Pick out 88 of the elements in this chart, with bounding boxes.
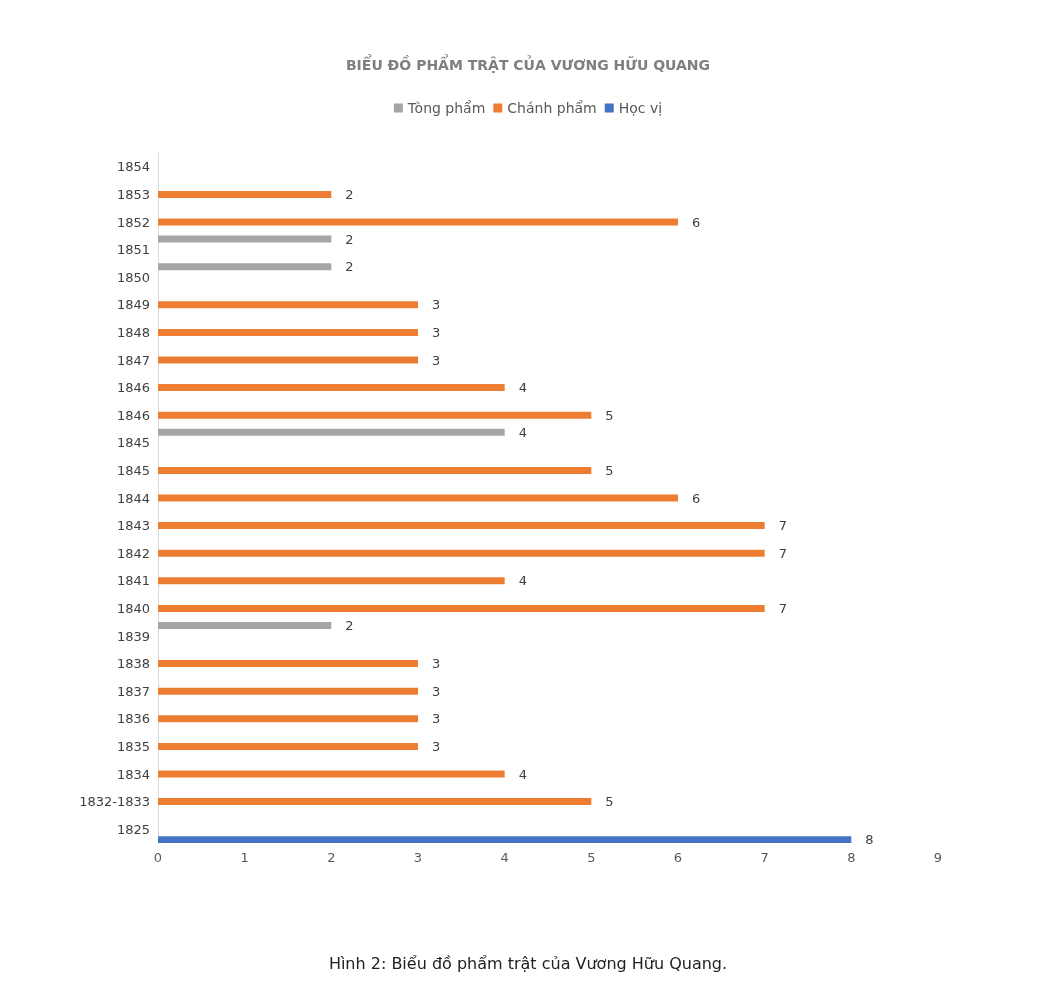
bar — [158, 687, 418, 695]
y-tick-label: 1836 — [116, 711, 150, 727]
x-tick-label: 5 — [587, 850, 596, 865]
data-label: 5 — [605, 794, 614, 810]
data-label: 6 — [692, 214, 701, 230]
x-tick-label: 8 — [847, 850, 856, 865]
data-label: 3 — [432, 297, 441, 313]
bar — [158, 660, 418, 668]
data-label: 3 — [432, 738, 441, 754]
bar — [158, 770, 505, 778]
data-label: 8 — [865, 832, 874, 848]
data-label: 3 — [432, 683, 441, 699]
data-label: 7 — [778, 518, 787, 534]
y-tick-label: 1854 — [116, 159, 150, 175]
bar — [158, 549, 765, 557]
y-tick-label: 1850 — [116, 269, 150, 285]
legend-label: Tòng phẩm — [406, 100, 486, 116]
y-tick-label: 1832-1833 — [79, 794, 150, 810]
bar — [158, 798, 592, 806]
x-tick-label: 9 — [933, 850, 943, 865]
bar — [158, 428, 505, 436]
data-label: 4 — [518, 573, 527, 589]
data-label: 4 — [518, 766, 527, 782]
y-tick-label: 1846 — [116, 380, 150, 396]
bar — [158, 604, 765, 612]
bar — [158, 622, 332, 629]
data-label: 5 — [605, 462, 614, 478]
y-tick-label: 1839 — [116, 628, 150, 644]
legend-label: Học vị — [618, 100, 663, 116]
y-tick-label: 1843 — [116, 518, 150, 534]
bar — [158, 190, 332, 198]
y-tick-label: 1841 — [116, 573, 150, 589]
data-label: 2 — [345, 259, 354, 275]
data-label: 5 — [605, 407, 614, 423]
y-tick-label: 1844 — [116, 490, 150, 506]
x-tick-label: 4 — [500, 850, 509, 865]
y-tick-label: 1845 — [116, 462, 150, 478]
bar — [158, 218, 678, 226]
x-tick-label: 1 — [240, 850, 249, 865]
data-label: 2 — [345, 231, 354, 247]
bar — [158, 411, 592, 419]
bar — [158, 328, 418, 336]
data-label: 3 — [432, 352, 441, 368]
x-tick-label: 6 — [673, 850, 683, 865]
bar — [158, 263, 332, 271]
bar — [158, 494, 678, 502]
y-tick-label: 1849 — [116, 297, 150, 313]
bar — [158, 301, 418, 309]
bar — [158, 715, 418, 723]
bar — [158, 577, 505, 585]
data-label: 7 — [778, 545, 787, 561]
x-tick-label: 0 — [153, 850, 163, 865]
data-label: 2 — [345, 186, 354, 202]
data-label: 3 — [432, 656, 441, 672]
x-tick-label: 7 — [760, 850, 769, 865]
bar — [158, 836, 852, 843]
data-label: 6 — [692, 490, 701, 506]
data-label: 7 — [778, 600, 787, 616]
y-tick-label: 1838 — [116, 656, 150, 672]
data-label: 4 — [518, 424, 527, 440]
data-label: 3 — [432, 711, 441, 727]
y-tick-label: 1840 — [116, 600, 150, 616]
y-tick-label: 1842 — [116, 545, 150, 561]
x-tick-label: 3 — [413, 850, 423, 865]
y-tick-label: 1845 — [116, 435, 150, 451]
y-tick-label: 1837 — [116, 683, 150, 699]
bar — [158, 522, 765, 530]
data-label: 2 — [345, 618, 354, 633]
x-tick-label: 2 — [327, 850, 336, 865]
legend-label: Chánh phẩm — [507, 100, 597, 116]
y-tick-label: 1846 — [116, 407, 150, 423]
bar — [158, 356, 418, 364]
bar — [158, 235, 332, 243]
data-label: 3 — [432, 324, 441, 340]
y-tick-label: 1835 — [116, 738, 150, 754]
y-tick-label: 1851 — [116, 242, 150, 258]
bar — [158, 384, 505, 392]
bar — [158, 742, 418, 750]
y-tick-label: 1853 — [116, 186, 150, 202]
y-tick-label: 1852 — [116, 214, 150, 230]
y-tick-label: 1834 — [116, 766, 150, 782]
y-tick-label: 1847 — [116, 352, 150, 368]
y-tick-label: 1825 — [116, 821, 150, 837]
y-tick-label: 1848 — [116, 324, 150, 340]
data-label: 4 — [518, 380, 527, 396]
bar — [158, 466, 592, 474]
text: Hình 2: Biểu đồ phẩm trật của Vương Hữu Quang. — [328, 953, 728, 973]
chart-title: BIỂU ĐỒ PHẨM TRẬT CỦA VƯƠNG HỮU QUANG — [345, 54, 711, 73]
